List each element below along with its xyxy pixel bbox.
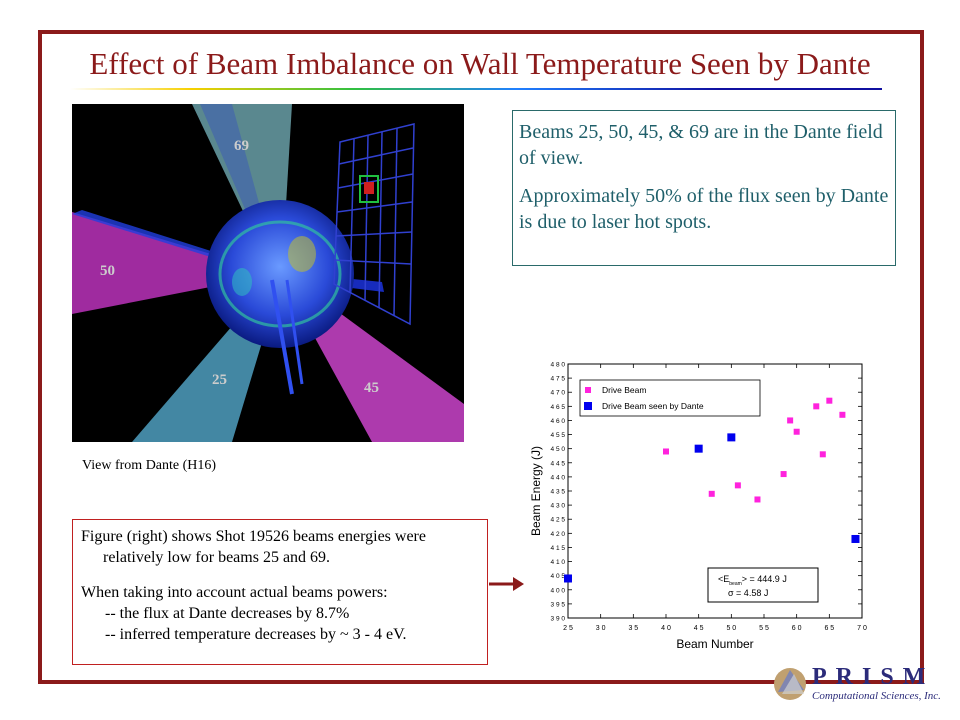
x-tick-label: 6 5: [824, 625, 834, 632]
data-point-drive: [754, 496, 761, 503]
y-tick-label: 4 1 0: [551, 559, 566, 566]
y-tick-label: 4 8 0: [551, 362, 566, 369]
y-tick-label: 4 4 5: [551, 460, 566, 467]
y-tick-label: 4 2 0: [551, 531, 566, 538]
legend-label: Drive Beam: [602, 385, 646, 395]
y-tick-label: 4 4 0: [551, 474, 566, 481]
x-tick-label: 6 0: [792, 625, 802, 632]
figure-note: Figure (right) shows Shot 19526 beams en…: [72, 519, 488, 665]
dante-view-image: 69 50 25 45: [72, 104, 464, 442]
y-tick-label: 4 0 5: [551, 573, 566, 580]
legend-label: Drive Beam seen by Dante: [602, 401, 704, 411]
stats-sigma: σ = 4.58 J: [728, 588, 768, 598]
x-axis-label: Beam Number: [676, 637, 753, 651]
y-tick-label: 4 0 0: [551, 587, 566, 594]
data-point-dante: [564, 574, 572, 583]
dante-fov-note: Beams 25, 50, 45, & 69 are in the Dante …: [512, 110, 896, 266]
data-point-dante: [727, 433, 736, 442]
data-point-dante: [694, 444, 703, 453]
beam-energy-chart: 3 9 0 3 9 5 4 0 0 4 0 5 4 1 0 4 1 5 4 2 0 4 2 5…: [529, 362, 867, 652]
beam-label-25: 25: [212, 372, 227, 388]
beam-render: [72, 104, 464, 442]
data-point-drive: [826, 397, 833, 404]
beam-label-45: 45: [364, 380, 379, 396]
figure-note-item1: -- the flux at Dante decreases by 8.7%: [105, 605, 350, 622]
stats-box: [707, 567, 819, 603]
y-tick-label: 4 6 5: [551, 404, 566, 411]
y-tick-label: 4 7 5: [551, 376, 566, 383]
y-tick-label: 4 3 5: [551, 489, 566, 496]
legend-box: [579, 379, 761, 417]
figure-note-p2: When taking into account actual beams po…: [81, 584, 388, 601]
data-point-drive: [819, 451, 826, 458]
y-tick-label: 4 5 0: [551, 446, 566, 453]
data-point-drive: [663, 448, 669, 455]
x-tick-label: 7 0: [857, 625, 867, 632]
slide-title: Effect of Beam Imbalance on Wall Tempera…: [89, 46, 871, 81]
data-point-drive: [780, 471, 787, 478]
note-line-2: Approximately 50% of the flux seen by Da…: [519, 185, 889, 233]
beam-label-50: 50: [100, 263, 115, 279]
y-tick-label: 4 6 0: [551, 418, 566, 425]
data-point-drive: [793, 428, 800, 435]
data-point-dante: [851, 534, 860, 543]
title-rule: [70, 88, 882, 90]
x-tick-label: 4 0: [661, 625, 671, 632]
y-tick-label: 4 2 5: [551, 517, 566, 524]
y-tick-label: 4 3 0: [551, 503, 566, 510]
viz-caption: View from Dante (H16): [82, 458, 217, 473]
x-tick-label: 5 5: [759, 625, 769, 632]
y-tick-label: 3 9 5: [551, 601, 566, 608]
data-point-drive: [734, 482, 741, 489]
figure-note-p1: Figure (right) shows Shot 19526 beams en…: [81, 528, 426, 566]
x-tick-label: 3 5: [628, 625, 638, 632]
x-tick-label: 4 5: [694, 625, 704, 632]
legend-swatch: [584, 402, 592, 410]
y-axis-label: Beam Energy (J): [529, 446, 543, 536]
x-tick-label: 5 0: [726, 625, 736, 632]
data-point-drive: [813, 403, 820, 410]
data-point-drive: [708, 490, 715, 497]
beam-label-69: 69: [234, 138, 249, 154]
data-point-drive: [839, 411, 846, 418]
figure-note-item2: -- inferred temperature decreases by ~ 3…: [105, 626, 407, 643]
arrow-right-icon: [489, 577, 524, 591]
slide-frame: [38, 30, 924, 684]
prism-logo: [774, 668, 806, 700]
y-tick-label: 4 7 0: [551, 390, 566, 397]
legend-swatch: [585, 387, 591, 393]
x-tick-label: 3 0: [596, 625, 606, 632]
logo-name: PRISM: [812, 664, 935, 690]
logo-subtitle: Computational Sciences, Inc.: [812, 690, 941, 702]
x-tick-label: 2 5: [563, 625, 573, 632]
y-tick-label: 4 5 5: [551, 432, 566, 439]
note-line-1: Beams 25, 50, 45, & 69 are in the Dante …: [519, 121, 883, 169]
data-point-drive: [787, 417, 794, 424]
y-tick-label: 3 9 0: [551, 616, 566, 623]
y-tick-label: 4 1 5: [551, 545, 566, 552]
